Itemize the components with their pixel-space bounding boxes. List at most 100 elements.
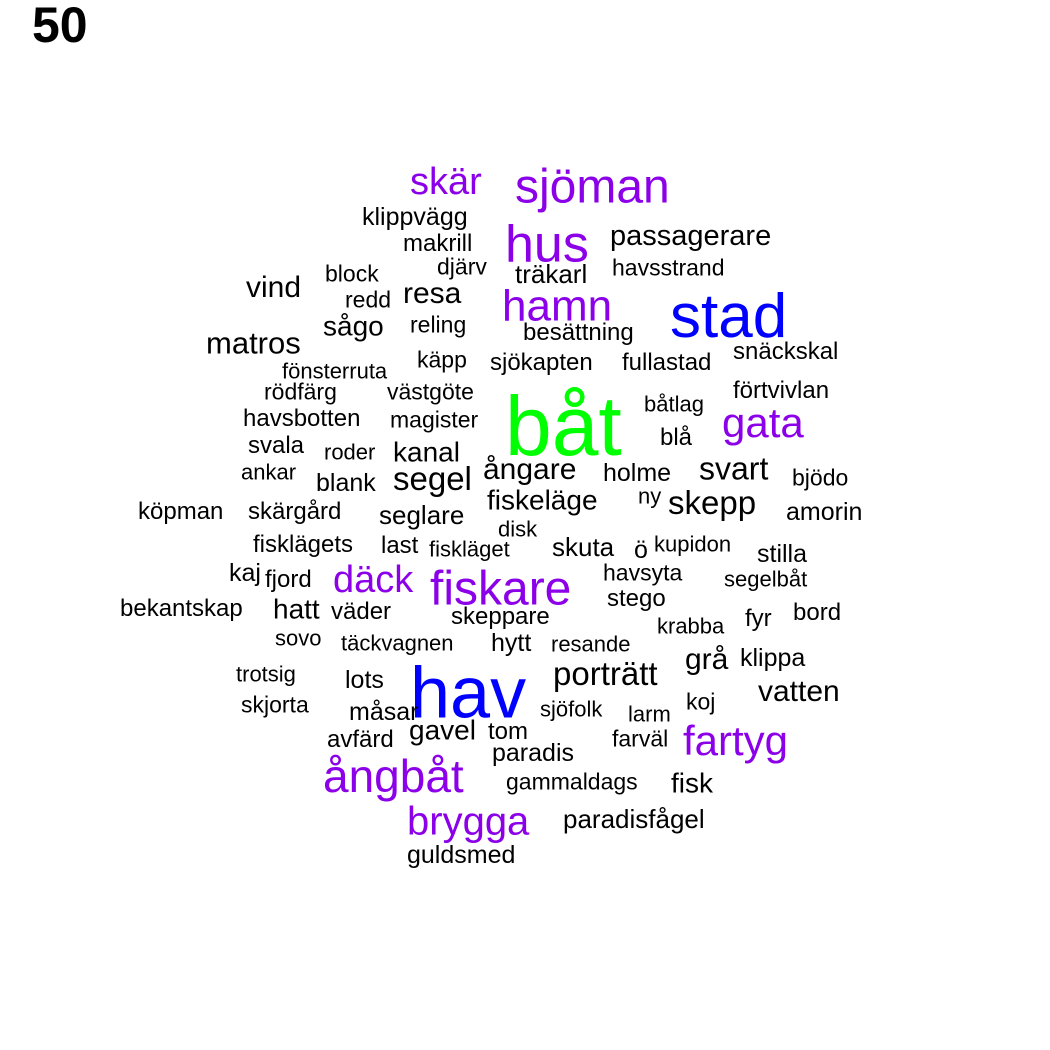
- word-27: fönsterruta: [282, 358, 388, 384]
- word-2: stad: [670, 281, 788, 351]
- word-40: roder: [324, 439, 376, 465]
- word-11: brygga: [407, 799, 530, 844]
- word-46: holme: [603, 459, 672, 487]
- word-13: klippvägg: [362, 203, 468, 231]
- word-32: rödfärg: [264, 378, 337, 405]
- word-84: porträtt: [553, 654, 658, 692]
- word-62: kupidon: [654, 531, 732, 557]
- word-10: skär: [410, 161, 482, 204]
- word-91: avfärd: [327, 725, 394, 753]
- word-15: passagerare: [610, 219, 772, 252]
- word-67: segelbåt: [724, 566, 808, 592]
- word-81: klippa: [740, 644, 806, 672]
- word-69: hatt: [273, 593, 320, 625]
- word-20: vind: [246, 271, 302, 305]
- word-24: reling: [410, 311, 467, 338]
- word-30: fullastad: [622, 348, 712, 376]
- word-41: kanal: [393, 436, 460, 468]
- word-43: blank: [316, 469, 376, 497]
- word-85: vatten: [758, 675, 840, 709]
- word-86: skjorta: [241, 691, 309, 718]
- word-54: seglare: [379, 500, 465, 531]
- word-35: båtlag: [644, 391, 704, 417]
- word-97: fisk: [671, 767, 713, 799]
- word-66: havsyta: [603, 559, 683, 586]
- word-34: förtvivlan: [733, 376, 830, 404]
- word-45: ångare: [483, 453, 577, 487]
- word-83: lots: [345, 666, 384, 694]
- word-87: måsar: [349, 698, 419, 726]
- word-5: hus: [505, 215, 589, 274]
- word-1: hav: [410, 653, 527, 734]
- word-55: amorin: [786, 498, 863, 526]
- word-19: block: [325, 260, 379, 287]
- word-60: skuta: [552, 532, 615, 563]
- word-70: väder: [331, 597, 392, 625]
- word-16: djärv: [437, 253, 487, 280]
- word-21: redd: [345, 286, 392, 313]
- word-26: matros: [206, 325, 301, 361]
- word-14: makrill: [403, 229, 473, 257]
- word-0: båt: [505, 379, 622, 474]
- word-82: trotsig: [236, 661, 296, 687]
- word-61: ö: [634, 536, 648, 564]
- word-99: guldsmed: [407, 841, 516, 869]
- word-48: bjödo: [792, 464, 849, 491]
- word-59: fiskläget: [429, 536, 510, 562]
- word-9: gata: [722, 399, 804, 447]
- word-22: resa: [403, 277, 462, 311]
- word-89: larm: [628, 701, 671, 727]
- word-58: last: [381, 531, 419, 559]
- word-65: fjord: [265, 565, 312, 593]
- word-36: havsbotten: [243, 404, 361, 432]
- word-88: sjöfolk: [540, 696, 603, 722]
- word-37: magister: [390, 406, 479, 433]
- number-label: 50: [32, 0, 88, 53]
- word-23: sågo: [323, 310, 384, 342]
- word-51: skepp: [668, 483, 757, 521]
- word-44: segel: [393, 459, 472, 497]
- word-3: fiskare: [430, 562, 572, 616]
- word-77: täckvagnen: [341, 630, 454, 656]
- word-76: sovo: [275, 625, 322, 651]
- word-56: disk: [498, 516, 538, 542]
- word-17: träkarl: [515, 259, 588, 290]
- word-47: svart: [699, 450, 769, 487]
- word-25: besättning: [523, 318, 634, 346]
- word-95: paradis: [492, 739, 574, 767]
- word-7: ångbåt: [323, 750, 464, 803]
- word-12: däck: [333, 559, 414, 602]
- word-6: hamn: [502, 281, 613, 331]
- word-73: fyr: [745, 604, 772, 632]
- word-90: koj: [686, 688, 716, 715]
- word-96: gammaldags: [506, 768, 638, 795]
- word-29: sjökapten: [490, 348, 593, 376]
- word-74: bord: [793, 598, 842, 626]
- word-49: fiskeläge: [487, 484, 598, 516]
- word-31: snäckskal: [733, 337, 839, 365]
- word-93: tom: [488, 717, 529, 745]
- word-98: paradisfågel: [563, 804, 705, 835]
- word-53: skärgård: [248, 497, 342, 525]
- word-94: farväl: [612, 725, 669, 752]
- word-50: ny: [638, 483, 662, 509]
- word-72: stego: [607, 584, 666, 612]
- word-4: sjöman: [515, 160, 670, 214]
- word-33: västgöte: [387, 378, 474, 405]
- word-78: hytt: [491, 629, 532, 657]
- word-38: blå: [660, 423, 693, 451]
- word-39: svala: [248, 431, 305, 459]
- word-8: fartyg: [683, 717, 789, 765]
- word-64: kaj: [229, 559, 261, 587]
- word-28: käpp: [417, 346, 467, 373]
- word-42: ankar: [241, 459, 297, 485]
- word-18: havsstrand: [612, 254, 725, 281]
- word-68: bekantskap: [120, 594, 243, 622]
- word-75: krabba: [657, 613, 725, 639]
- word-63: stilla: [757, 540, 808, 568]
- word-52: köpman: [138, 497, 224, 525]
- word-79: resande: [551, 631, 631, 657]
- word-92: gavel: [409, 714, 476, 746]
- word-80: grå: [685, 643, 729, 677]
